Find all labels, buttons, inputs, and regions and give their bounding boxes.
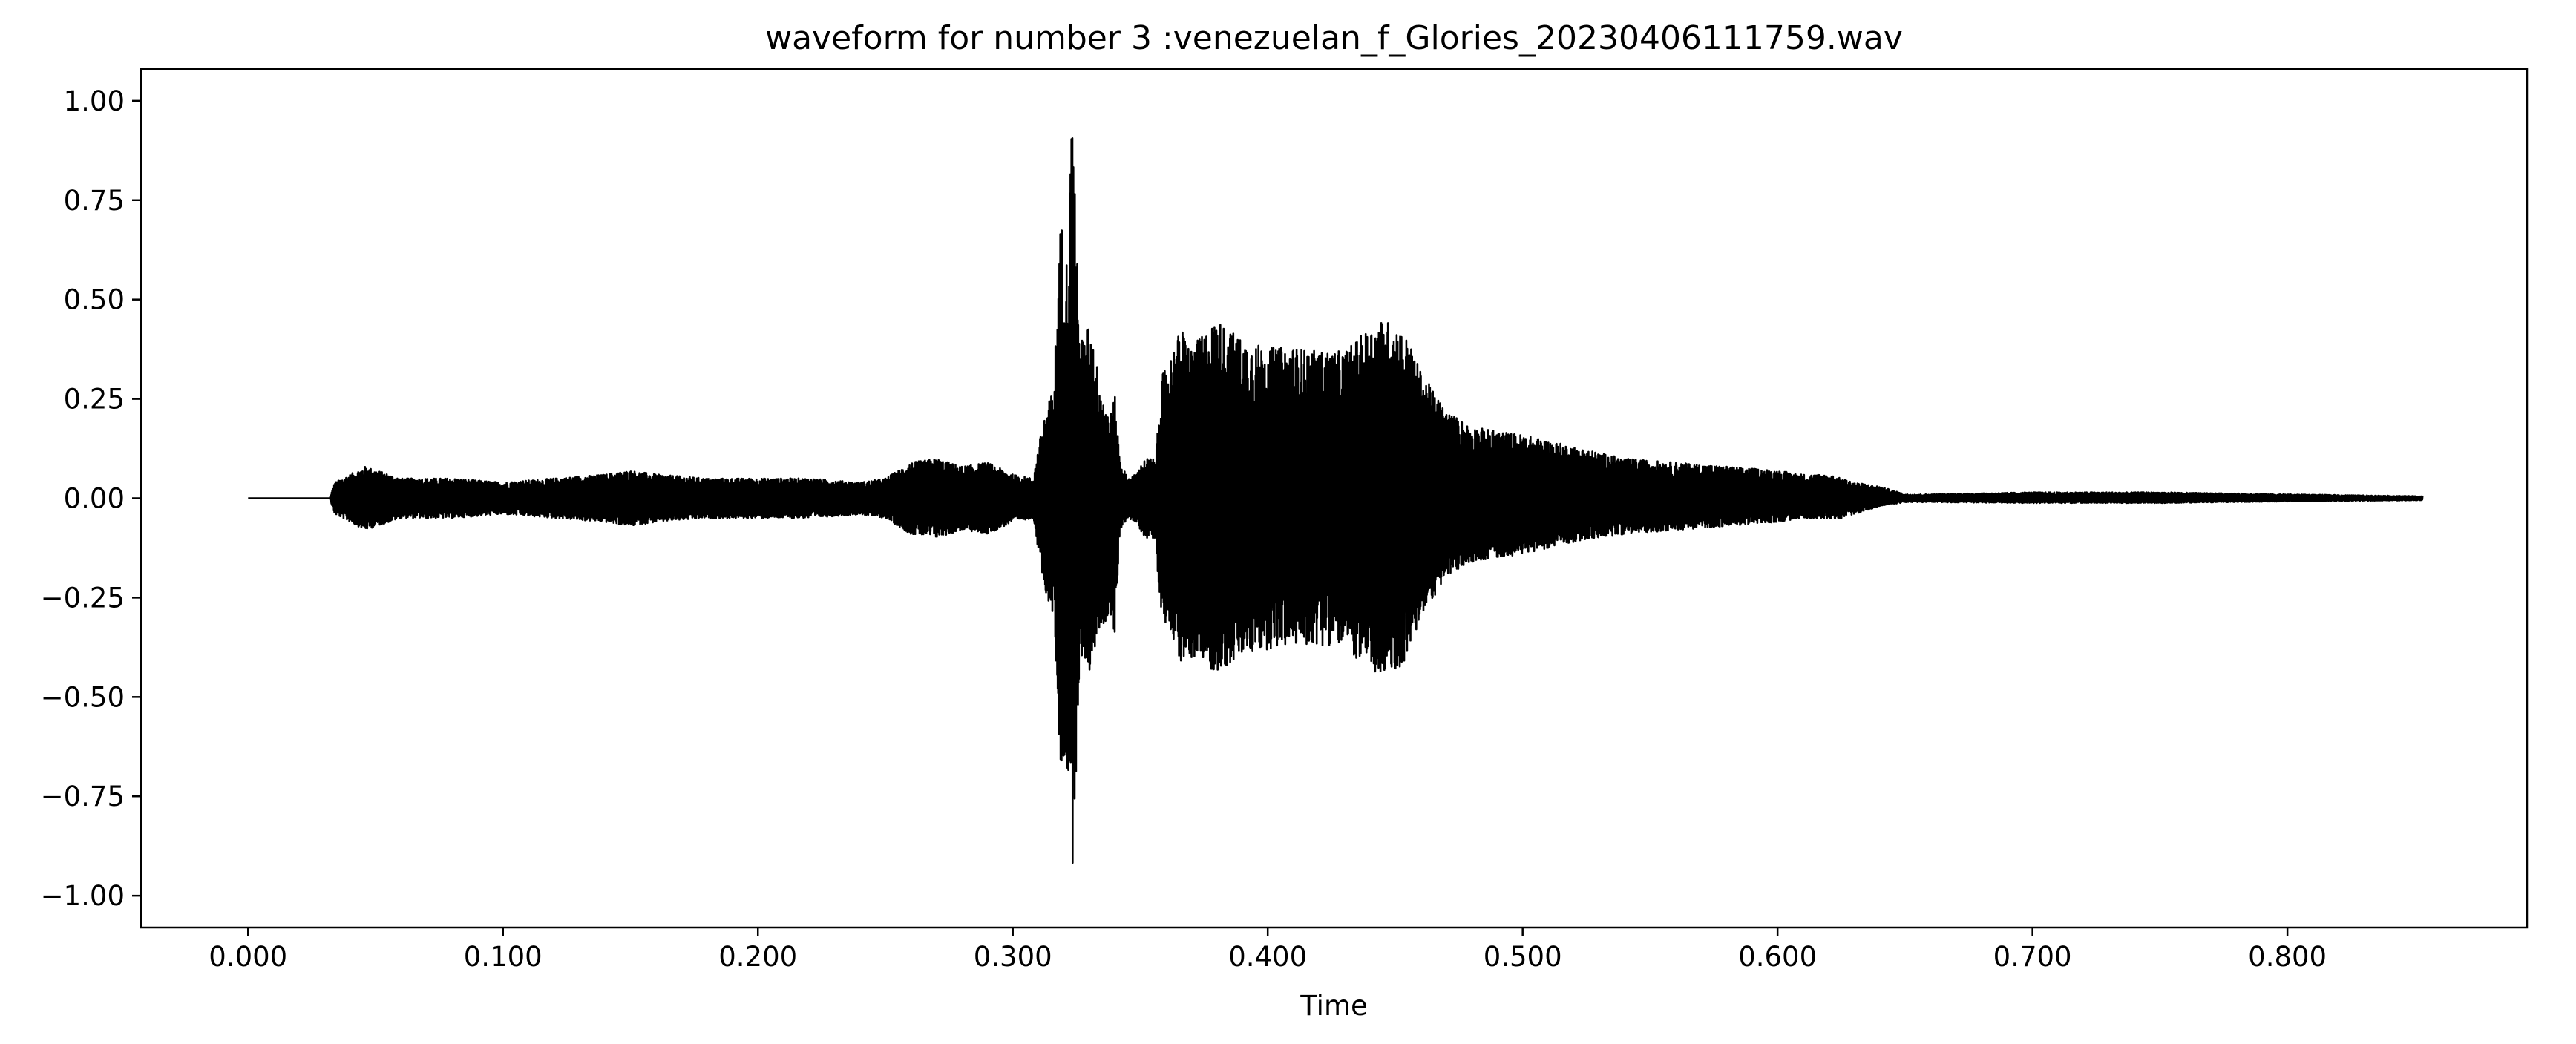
x-tick-label: 0.600: [1738, 941, 1817, 973]
x-tick-label: 0.300: [974, 941, 1052, 973]
y-tick-label: −1.00: [41, 880, 125, 912]
y-tick-label: 0.50: [64, 284, 125, 316]
y-tick-label: 1.00: [64, 85, 125, 117]
chart-title: waveform for number 3 :venezuelan_f_Glor…: [765, 19, 1903, 57]
y-tick-label: −0.25: [41, 582, 125, 614]
y-tick-label: 0.75: [64, 185, 125, 217]
x-tick-label: 0.000: [209, 941, 287, 973]
x-tick-label: 0.100: [464, 941, 543, 973]
waveform-line: [247, 137, 2424, 864]
x-tick-label: 0.400: [1228, 941, 1307, 973]
x-tick-label: 0.800: [2248, 941, 2327, 973]
y-tick-label: −0.75: [41, 781, 125, 812]
y-axis: 1.00 0.75 0.50 0.25 0.00 −0.25 −0.50 −0.75 −1.00: [41, 85, 141, 912]
x-axis: 0.000 0.100 0.200 0.300 0.400 0.500 0.600 0.700…: [209, 928, 2327, 973]
y-tick-label: −0.50: [41, 681, 125, 713]
x-axis-label: Time: [1300, 990, 1368, 1022]
y-tick-label: 0.00: [64, 483, 125, 515]
y-tick-label: 0.25: [64, 384, 125, 416]
waveform-series: [247, 137, 2424, 864]
x-tick-label: 0.700: [1993, 941, 2072, 973]
x-tick-label: 0.200: [718, 941, 797, 973]
x-tick-label: 0.500: [1484, 941, 1562, 973]
